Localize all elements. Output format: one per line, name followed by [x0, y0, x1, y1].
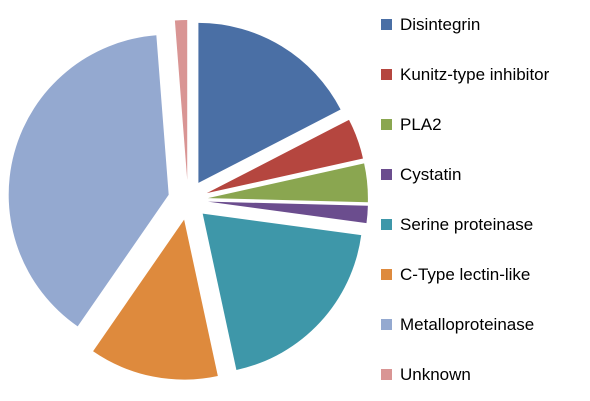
legend-swatch: [381, 319, 392, 330]
legend-label: Cystatin: [400, 165, 461, 184]
legend-label: Kunitz-type inhibitor: [400, 65, 550, 84]
legend-swatch: [381, 119, 392, 130]
legend: Disintegrin Kunitz-type inhibitor PLA2 Cyst…: [381, 15, 550, 384]
slice-serine-proteinase: [202, 213, 362, 370]
legend-item-disintegrin: Disintegrin: [381, 15, 480, 34]
legend-item-pla2: PLA2: [381, 115, 442, 134]
slice-kunitz-type-inhibitor: [206, 119, 363, 194]
slice-metalloproteinase: [8, 35, 169, 327]
legend-label: PLA2: [400, 115, 442, 134]
legend-item-kunitz-type-inhibitor: Kunitz-type inhibitor: [381, 65, 550, 84]
legend-swatch: [381, 69, 392, 80]
legend-label: Disintegrin: [400, 15, 480, 34]
legend-label: Unknown: [400, 365, 471, 384]
legend-swatch: [381, 19, 392, 30]
legend-swatch: [381, 369, 392, 380]
legend-item-metalloproteinase: Metalloproteinase: [381, 315, 534, 334]
legend-item-serine-proteinase: Serine proteinase: [381, 215, 533, 234]
legend-label: Metalloproteinase: [400, 315, 534, 334]
slice-disintegrin: [198, 22, 341, 183]
slice-c-type-lectin-like: [93, 219, 218, 380]
legend-label: Serine proteinase: [400, 215, 533, 234]
legend-label: C-Type lectin-like: [400, 265, 530, 284]
legend-swatch: [381, 269, 392, 280]
legend-item-c-type-lectin-like: C-Type lectin-like: [381, 265, 530, 284]
slice-cystatin: [207, 201, 368, 224]
legend-item-unknown: Unknown: [381, 365, 471, 384]
slice-pla2: [207, 163, 368, 203]
legend-item-cystatin: Cystatin: [381, 165, 461, 184]
slice-unknown: [174, 20, 188, 181]
legend-swatch: [381, 169, 392, 180]
legend-swatch: [381, 219, 392, 230]
pie-slices: [8, 20, 368, 380]
